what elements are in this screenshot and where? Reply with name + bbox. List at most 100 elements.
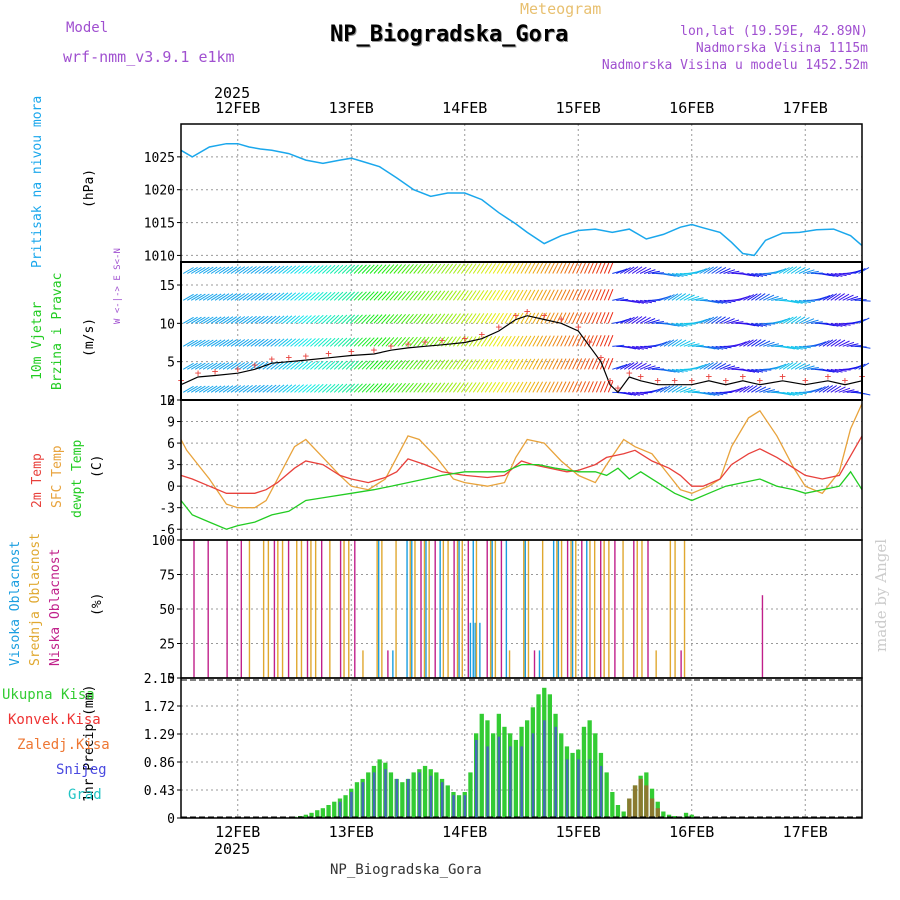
wind-arrow [568, 312, 575, 324]
wind-arrow [794, 345, 807, 350]
wind-arrow [564, 381, 571, 393]
wind-arrow [616, 319, 628, 324]
wind-arrow [767, 390, 780, 393]
wind-arrow [202, 362, 214, 370]
wind-arrow [588, 262, 594, 274]
wind-arrow [826, 339, 837, 347]
wind-arrow [628, 345, 640, 350]
wind-arrow [480, 263, 489, 274]
wind-arrow [314, 337, 324, 347]
wind-arrow [190, 339, 202, 347]
wind-gust-marker: + [524, 305, 531, 318]
wind-arrow [468, 263, 477, 274]
precip-total-bar [468, 772, 473, 818]
wind-arrow [445, 313, 454, 324]
wind-arrow [270, 315, 281, 324]
wind-arrow [591, 289, 598, 301]
wind-arrow [560, 335, 567, 347]
wind-arrow [520, 381, 528, 393]
wind-arrow [333, 291, 344, 301]
panel-frame [180, 123, 863, 263]
wind-arrow [834, 293, 845, 301]
wind-arrow [544, 335, 551, 347]
wind-arrow [850, 297, 863, 301]
wind-arrow [703, 362, 714, 370]
wind-arrow [460, 382, 469, 393]
wind-gust-marker: + [607, 374, 614, 387]
wind-arrow [242, 292, 253, 301]
wind-arrow [747, 293, 758, 301]
wind-arrow [329, 314, 340, 324]
x-tick-label-top: 15FEB [556, 99, 601, 117]
wind-arrow [381, 360, 391, 370]
wind-arrow [747, 322, 760, 327]
wind-arrow [623, 316, 635, 324]
wind-gust-marker: + [195, 366, 202, 379]
wind-arrow [655, 341, 668, 347]
wind-arrow [826, 368, 839, 373]
wind-arrow [639, 363, 652, 370]
wind-gust-marker: + [371, 343, 378, 356]
wind-arrow [838, 293, 850, 301]
wind-arrow [214, 362, 226, 370]
wind-arrow [230, 362, 242, 370]
precip-total-bar [570, 752, 575, 818]
wind-arrow [318, 265, 328, 274]
wind-arrow [333, 264, 344, 274]
wind-arrow [607, 335, 614, 347]
wind-arrow [441, 263, 450, 274]
wind-arrow [421, 313, 430, 324]
wind-arrow [452, 336, 461, 347]
wind-arrow [711, 362, 722, 370]
wind-arrow [488, 359, 497, 370]
wind-arrow [250, 315, 261, 324]
precip-total-bar [536, 694, 541, 818]
wind-arrow [540, 312, 547, 324]
wind-arrow [599, 381, 606, 393]
wind-arrow [683, 389, 696, 393]
wind-arrow [393, 382, 403, 393]
wind-arrow [234, 266, 246, 274]
wind-arrow [298, 265, 308, 274]
wind-arrow [616, 298, 629, 301]
wind-arrow [528, 289, 536, 301]
wind-arrow [790, 362, 802, 370]
wind-arrow [842, 389, 855, 393]
wind-arrow [226, 316, 238, 324]
wind-arrow [250, 361, 261, 370]
precip-total-bar [513, 739, 518, 818]
wind-arrow [544, 289, 551, 301]
wind-arrow [655, 386, 667, 393]
wind-arrow [496, 381, 504, 393]
wind-arrow [385, 337, 395, 347]
wind-arrow [846, 296, 859, 301]
wind-arrow [627, 316, 639, 324]
precip-snow-bar [372, 772, 376, 818]
wind-arrow [369, 360, 379, 370]
wind-arrow [441, 359, 450, 370]
wind-arrow [449, 336, 457, 347]
wind-arrow [202, 266, 214, 274]
wind-arrow [345, 291, 356, 301]
wind-arrow [298, 338, 308, 347]
wind-arrow [591, 335, 598, 347]
wind-arrow [230, 293, 242, 301]
wind-arrow [361, 291, 371, 301]
wind-arrow [619, 362, 631, 370]
wind-arrow [218, 362, 230, 370]
year-top: 2025 [214, 84, 251, 102]
wind-arrow [786, 299, 799, 304]
wind-arrow [607, 289, 614, 301]
wind-arrow [452, 313, 461, 324]
wind-arrow [846, 390, 859, 393]
wind-arrow [190, 293, 202, 301]
wind-arrow [214, 293, 226, 301]
wind-arrow [802, 299, 815, 302]
wind-arrow [445, 382, 454, 393]
wind-arrow [671, 293, 682, 301]
wind-arrow [210, 293, 222, 301]
wind-arrow [818, 385, 830, 393]
wind-arrow [635, 316, 647, 324]
wind-arrow [218, 293, 230, 301]
wind-arrow [572, 312, 579, 324]
